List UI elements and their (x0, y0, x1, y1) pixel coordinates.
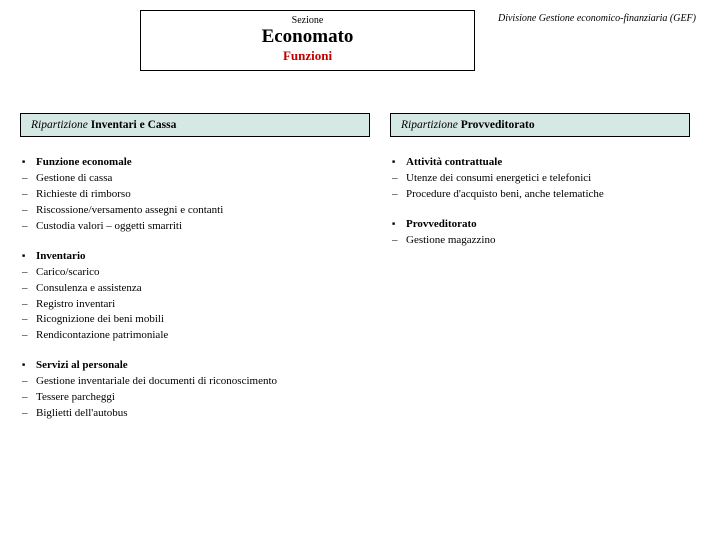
dash-icon: – (20, 203, 36, 219)
dash-icon: – (20, 406, 36, 422)
item-text: Richieste di rimborso (36, 187, 370, 203)
list-item: –Gestione inventariale dei documenti di … (20, 374, 370, 390)
header-label: Sezione (141, 15, 474, 26)
item-text: Consulenza e assistenza (36, 281, 370, 297)
item-text: Rendicontazione patrimoniale (36, 328, 370, 344)
list-group: ■Provveditorato–Gestione magazzino (390, 217, 690, 249)
list-item: –Riscossione/versamento assegni e contan… (20, 203, 370, 219)
header-title: Economato (141, 26, 474, 48)
group-title: Provveditorato (406, 217, 690, 233)
dash-icon: – (20, 328, 36, 344)
list-item: –Utenze dei consumi energetici e telefon… (390, 171, 690, 187)
dash-icon: – (20, 219, 36, 235)
item-text: Utenze dei consumi energetici e telefoni… (406, 171, 690, 187)
dash-icon: – (20, 265, 36, 281)
list-item: –Richieste di rimborso (20, 187, 370, 203)
header-subtitle: Funzioni (141, 48, 474, 64)
ripartizione-prefix: Ripartizione (401, 119, 461, 131)
item-text: Ricognizione dei beni mobili (36, 312, 370, 328)
bullet-icon: ■ (390, 221, 406, 228)
item-text: Custodia valori – oggetti smarriti (36, 219, 370, 235)
group-title: Funzione economale (36, 155, 370, 171)
ripartizione-left: Ripartizione Inventari e Cassa (20, 113, 370, 137)
group-title: Inventario (36, 249, 370, 265)
list-item: –Ricognizione dei beni mobili (20, 312, 370, 328)
group-head: ■Attività contrattuale (390, 155, 690, 171)
group-head: ■Provveditorato (390, 217, 690, 233)
division-label: Divisione Gestione economico-finanziaria… (498, 13, 696, 24)
item-text: Riscossione/versamento assegni e contant… (36, 203, 370, 219)
list-item: –Custodia valori – oggetti smarriti (20, 219, 370, 235)
list-item: –Consulenza e assistenza (20, 281, 370, 297)
item-text: Tessere parcheggi (36, 390, 370, 406)
item-text: Gestione inventariale dei documenti di r… (36, 374, 370, 390)
list-item: –Rendicontazione patrimoniale (20, 328, 370, 344)
list-group: ■Servizi al personale–Gestione inventari… (20, 358, 370, 422)
list-group: ■Funzione economale–Gestione di cassa–Ri… (20, 155, 370, 235)
list-item: –Biglietti dell'autobus (20, 406, 370, 422)
ripartizione-name: Inventari e Cassa (91, 119, 177, 131)
dash-icon: – (390, 187, 406, 203)
item-text: Gestione di cassa (36, 171, 370, 187)
dash-icon: – (390, 233, 406, 249)
list-item: –Gestione magazzino (390, 233, 690, 249)
dash-icon: – (20, 281, 36, 297)
group-head: ■Funzione economale (20, 155, 370, 171)
dash-icon: – (20, 187, 36, 203)
group-title: Attività contrattuale (406, 155, 690, 171)
dash-icon: – (390, 171, 406, 187)
dash-icon: – (20, 171, 36, 187)
list-item: –Tessere parcheggi (20, 390, 370, 406)
dash-icon: – (20, 312, 36, 328)
item-text: Carico/scarico (36, 265, 370, 281)
ripartizione-prefix: Ripartizione (31, 119, 91, 131)
ripartizione-right: Ripartizione Provveditorato (390, 113, 690, 137)
item-text: Procedure d'acquisto beni, anche telemat… (406, 187, 690, 203)
group-head: ■Servizi al personale (20, 358, 370, 374)
group-title: Servizi al personale (36, 358, 370, 374)
bullet-icon: ■ (20, 362, 36, 369)
bullet-icon: ■ (390, 159, 406, 166)
right-column: Ripartizione Provveditorato ■Attività co… (390, 113, 690, 436)
header-box: Sezione Economato Funzioni (140, 10, 475, 71)
dash-icon: – (20, 390, 36, 406)
dash-icon: – (20, 297, 36, 313)
bullet-icon: ■ (20, 253, 36, 260)
item-text: Gestione magazzino (406, 233, 690, 249)
list-item: –Gestione di cassa (20, 171, 370, 187)
columns: Ripartizione Inventari e Cassa ■Funzione… (20, 113, 700, 436)
list-group: ■Attività contrattuale–Utenze dei consum… (390, 155, 690, 203)
dash-icon: – (20, 374, 36, 390)
list-item: –Procedure d'acquisto beni, anche telema… (390, 187, 690, 203)
item-text: Biglietti dell'autobus (36, 406, 370, 422)
item-text: Registro inventari (36, 297, 370, 313)
left-column: Ripartizione Inventari e Cassa ■Funzione… (20, 113, 370, 436)
list-item: –Carico/scarico (20, 265, 370, 281)
group-head: ■Inventario (20, 249, 370, 265)
list-item: –Registro inventari (20, 297, 370, 313)
bullet-icon: ■ (20, 159, 36, 166)
ripartizione-name: Provveditorato (461, 119, 535, 131)
list-group: ■Inventario–Carico/scarico–Consulenza e … (20, 249, 370, 345)
